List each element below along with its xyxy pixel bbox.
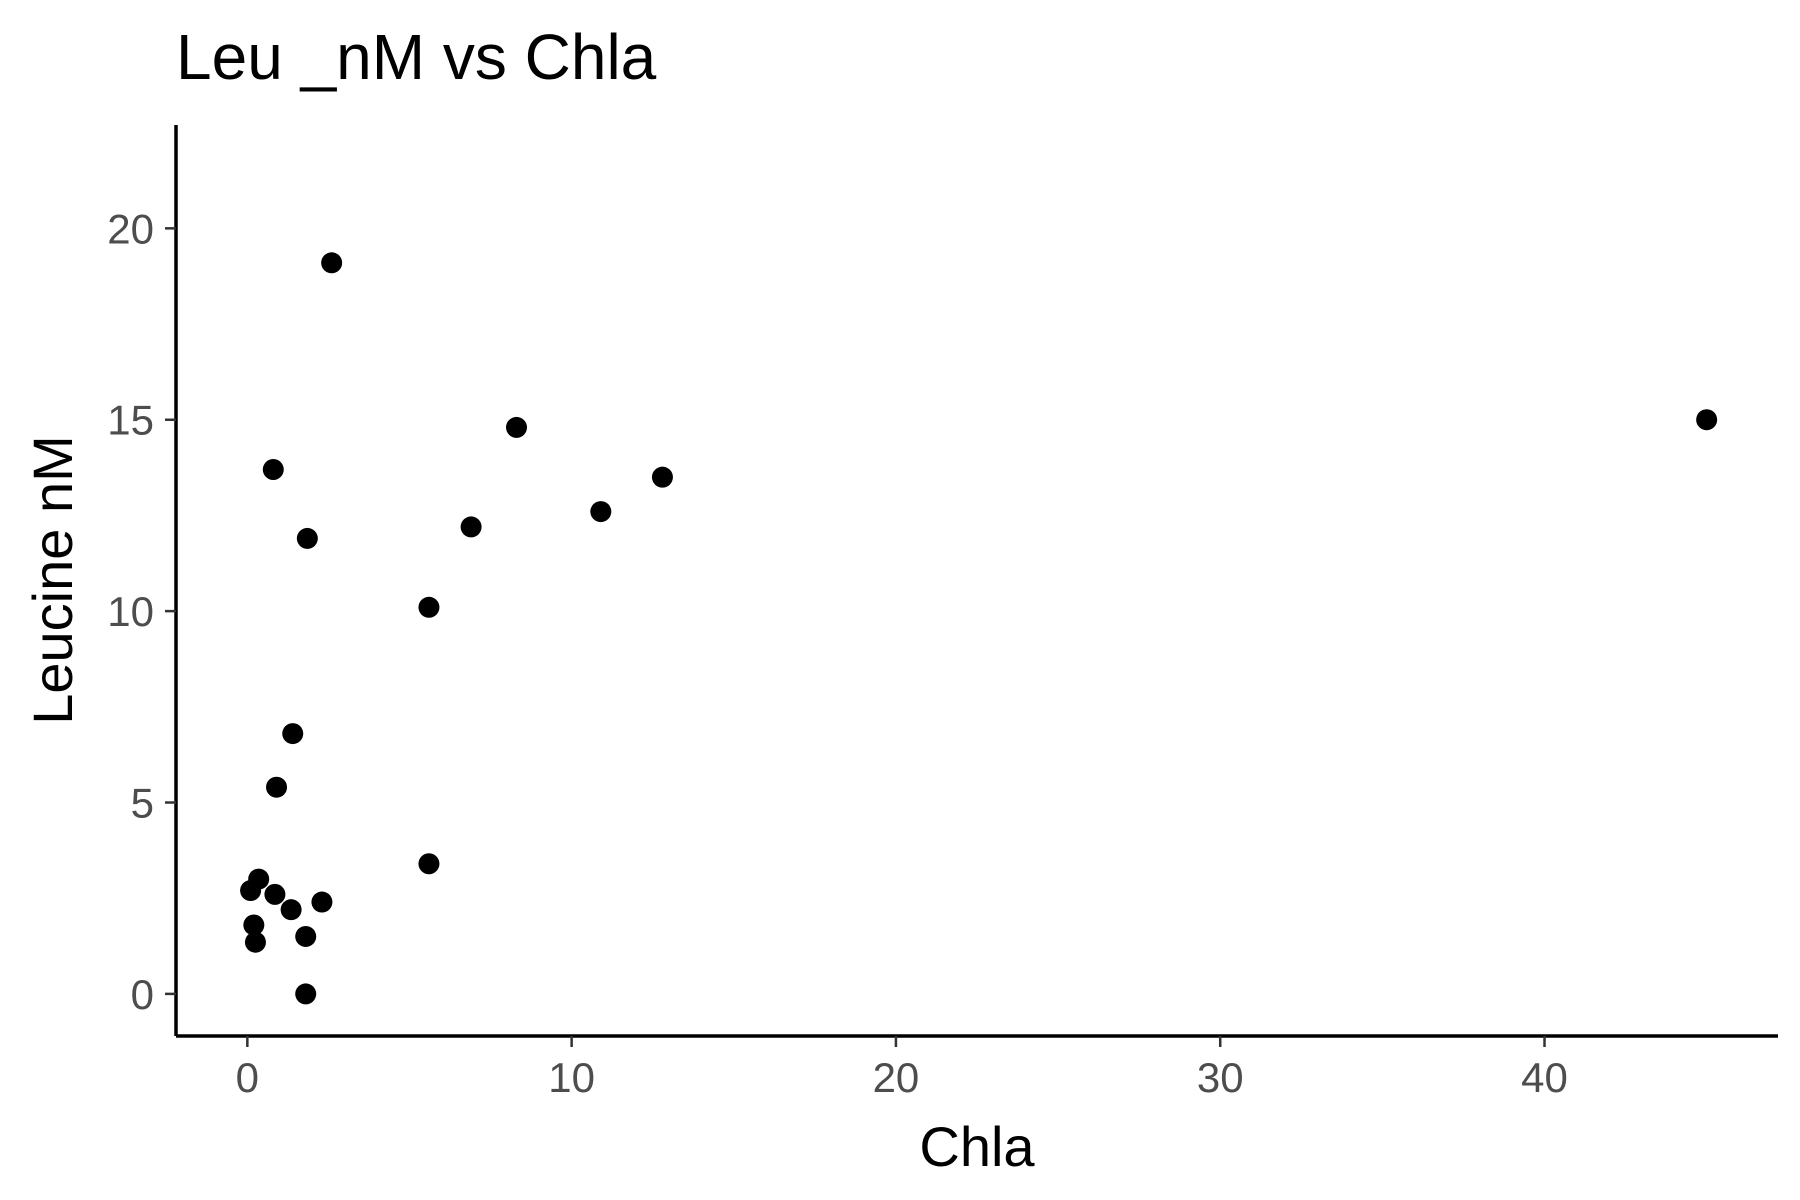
data-point	[1696, 409, 1718, 431]
y-axis-ticks: 0 5 10 15 20	[107, 205, 176, 1018]
data-point	[311, 891, 333, 913]
x-tick-label: 10	[548, 1054, 595, 1101]
data-point	[243, 914, 265, 936]
x-axis-ticks: 0 10 20 30 40	[236, 1036, 1568, 1101]
data-points	[240, 252, 1718, 1005]
y-tick-label: 15	[107, 397, 154, 444]
y-axis-title: Leucine nM	[21, 435, 84, 725]
x-axis-title: Chla	[919, 1115, 1035, 1178]
data-point	[321, 252, 343, 274]
data-point	[295, 925, 317, 947]
y-tick-label: 0	[131, 971, 154, 1018]
data-point	[296, 527, 318, 549]
x-tick-label: 40	[1521, 1054, 1568, 1101]
x-tick-label: 30	[1197, 1054, 1244, 1101]
data-point	[244, 931, 266, 953]
data-point	[266, 776, 288, 798]
data-point	[651, 466, 673, 488]
data-point	[280, 899, 302, 921]
data-point	[460, 516, 482, 538]
data-point	[418, 596, 440, 618]
y-tick-label: 10	[107, 588, 154, 635]
y-tick-label: 20	[107, 205, 154, 252]
x-tick-label: 0	[236, 1054, 259, 1101]
data-point	[264, 883, 286, 905]
y-tick-label: 5	[131, 780, 154, 827]
data-point	[590, 501, 612, 523]
data-point	[248, 868, 270, 890]
data-point	[282, 723, 304, 745]
data-point	[506, 416, 528, 438]
x-tick-label: 20	[873, 1054, 920, 1101]
data-point	[418, 853, 440, 875]
data-point	[262, 458, 284, 480]
data-point	[295, 983, 317, 1005]
chart-title: Leu _nM vs Chla	[176, 21, 657, 93]
plot-area: 0 10 20 30 40 0 5 10 15 20	[107, 125, 1778, 1101]
